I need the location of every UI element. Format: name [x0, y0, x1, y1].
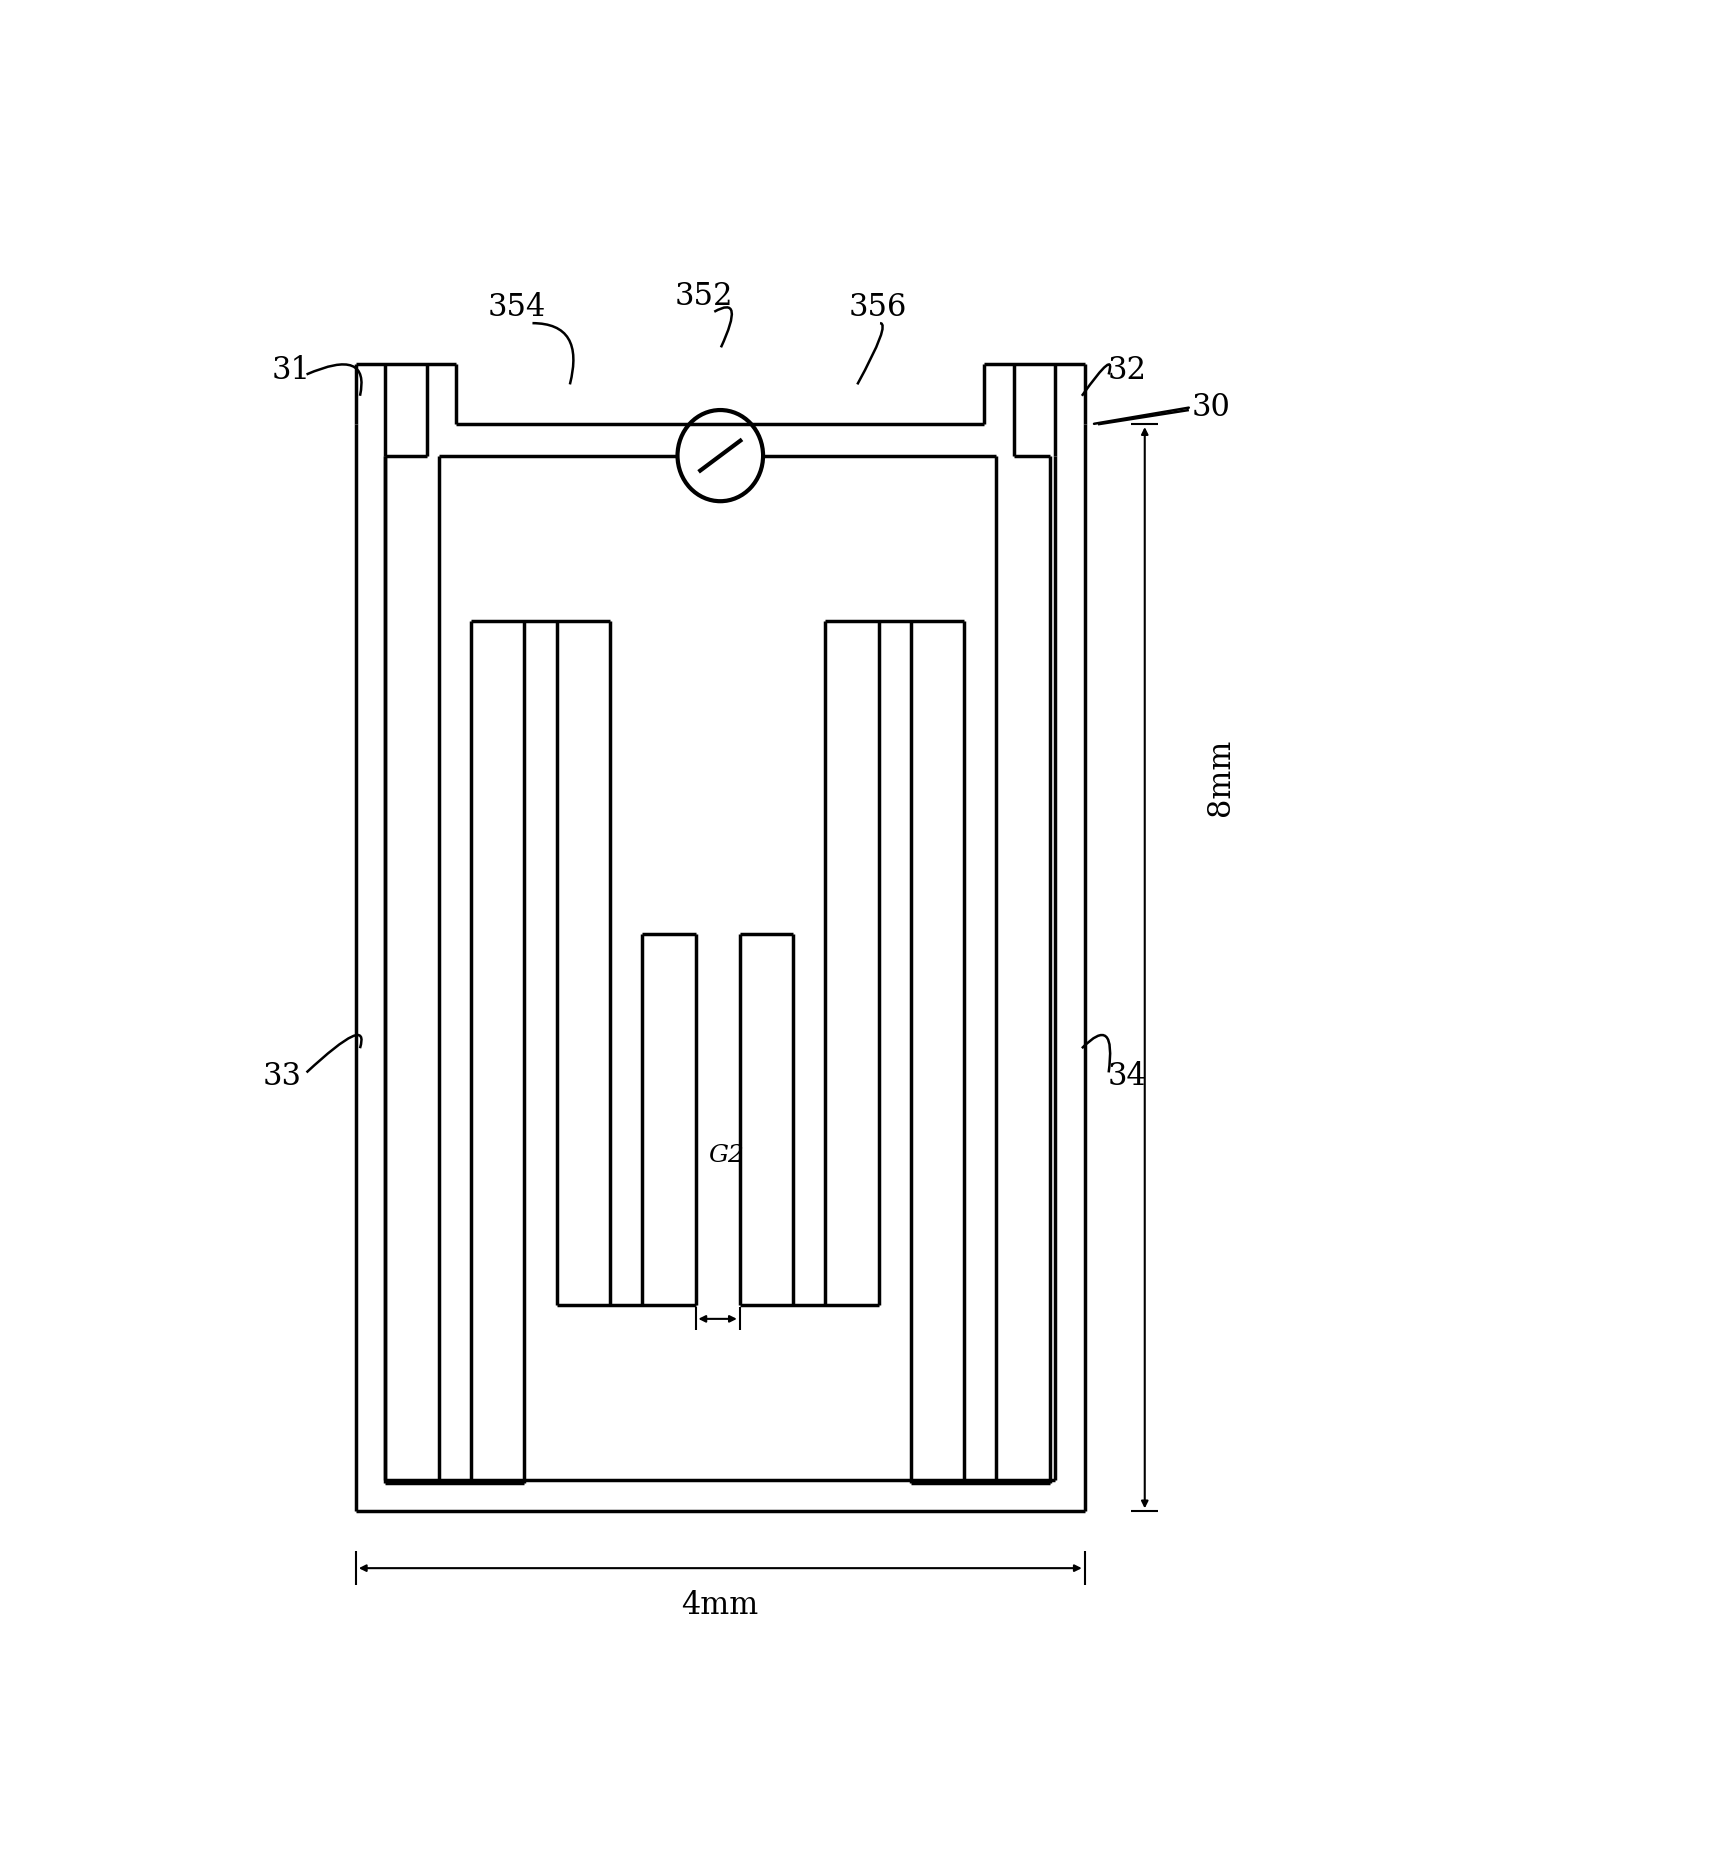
Text: 354: 354 — [486, 292, 545, 324]
Text: 8mm: 8mm — [1204, 738, 1235, 816]
Text: 30: 30 — [1192, 392, 1230, 422]
Text: G2: G2 — [709, 1143, 743, 1167]
Text: 4mm: 4mm — [681, 1589, 759, 1621]
Text: 34: 34 — [1107, 1062, 1145, 1092]
Text: 33: 33 — [262, 1062, 302, 1092]
Text: 352: 352 — [674, 281, 733, 311]
Text: 32: 32 — [1107, 355, 1147, 385]
Text: 31: 31 — [273, 355, 310, 385]
Text: 356: 356 — [849, 292, 907, 324]
